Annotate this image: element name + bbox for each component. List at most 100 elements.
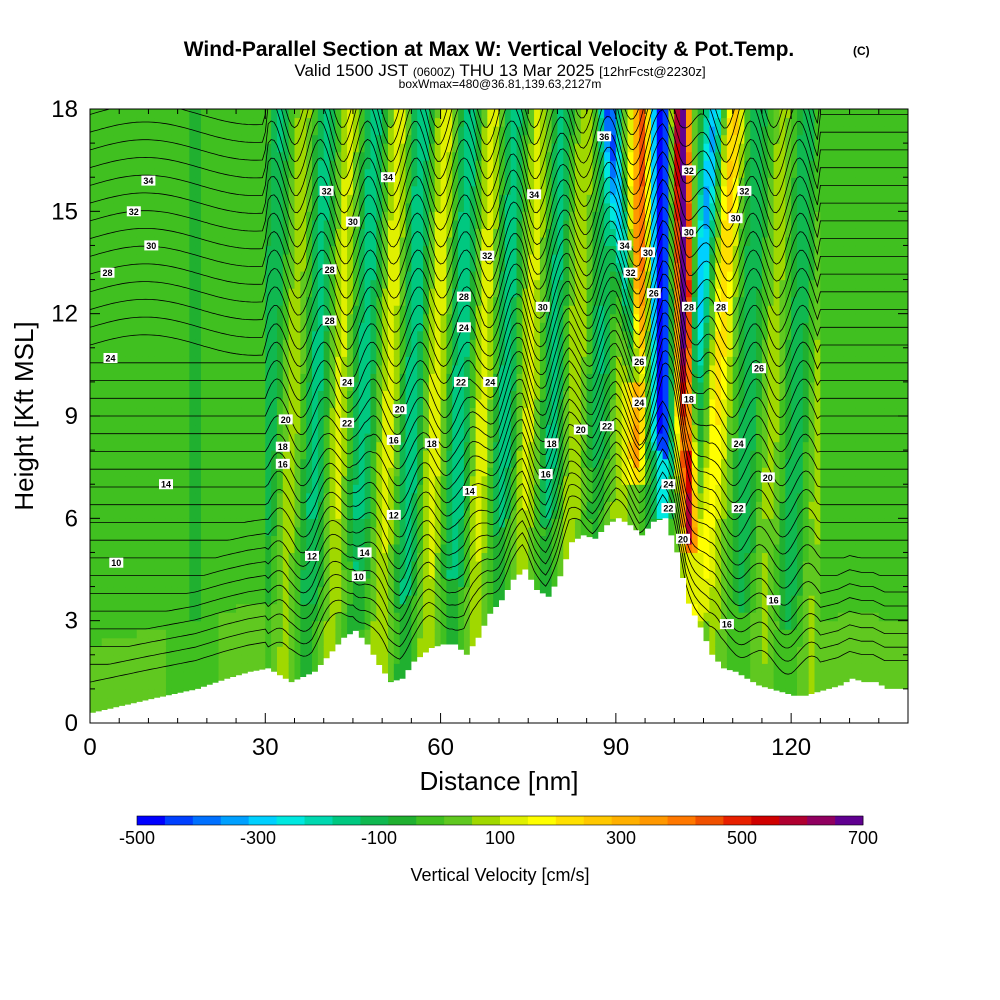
velocity-cell xyxy=(236,467,243,477)
velocity-cell xyxy=(463,134,471,144)
velocity-cell xyxy=(183,450,190,460)
velocity-cell xyxy=(417,416,424,426)
velocity-cell xyxy=(300,475,307,485)
velocity-cell xyxy=(165,305,173,315)
velocity-cell xyxy=(417,126,424,136)
velocity-cell xyxy=(247,578,255,588)
velocity-cell xyxy=(382,526,389,536)
velocity-cell xyxy=(119,134,126,144)
velocity-cell xyxy=(136,236,144,247)
velocity-cell xyxy=(201,347,208,357)
velocity-cell xyxy=(352,364,360,374)
velocity-cell xyxy=(195,245,202,255)
velocity-cell xyxy=(393,279,401,289)
velocity-cell xyxy=(288,262,296,272)
velocity-cell xyxy=(463,467,471,477)
velocity-cell xyxy=(382,228,389,238)
velocity-cell xyxy=(95,671,103,681)
velocity-cell xyxy=(382,185,389,195)
velocity-cell xyxy=(95,245,103,255)
velocity-cell xyxy=(189,109,196,119)
velocity-cell xyxy=(282,305,290,315)
velocity-cell xyxy=(236,416,243,426)
velocity-cell xyxy=(165,424,173,434)
velocity-cell xyxy=(487,168,494,178)
velocity-cell xyxy=(95,168,103,178)
velocity-cell xyxy=(411,194,418,204)
velocity-cell xyxy=(224,663,231,673)
velocity-cell xyxy=(247,629,255,639)
velocity-cell xyxy=(113,637,120,647)
velocity-cell xyxy=(154,211,161,221)
velocity-cell xyxy=(230,569,237,579)
velocity-cell xyxy=(434,569,442,579)
velocity-cell xyxy=(428,313,436,323)
velocity-cell xyxy=(428,560,436,571)
velocity-cell xyxy=(306,398,313,409)
velocity-cell xyxy=(265,612,272,622)
velocity-cell xyxy=(370,305,377,315)
velocity-cell xyxy=(306,262,313,272)
velocity-cell xyxy=(358,450,366,460)
velocity-cell xyxy=(130,151,138,161)
velocity-cell xyxy=(236,509,243,519)
velocity-cell xyxy=(177,552,185,562)
velocity-cell xyxy=(405,603,412,613)
velocity-cell xyxy=(323,484,331,494)
velocity-cell xyxy=(195,381,202,392)
velocity-cell xyxy=(288,143,296,153)
velocity-cell xyxy=(335,194,342,204)
velocity-cell xyxy=(224,288,231,298)
velocity-cell xyxy=(329,305,336,315)
velocity-cell xyxy=(370,364,377,374)
velocity-cell xyxy=(411,143,418,153)
velocity-cell xyxy=(171,501,179,511)
velocity-cell xyxy=(125,697,132,707)
velocity-cell xyxy=(125,262,132,272)
velocity-cell xyxy=(125,245,132,255)
velocity-cell xyxy=(113,450,120,460)
velocity-cell xyxy=(212,612,220,622)
velocity-cell xyxy=(95,339,103,349)
velocity-cell xyxy=(364,364,372,374)
velocity-cell xyxy=(165,364,173,374)
velocity-cell xyxy=(101,671,109,681)
velocity-cell xyxy=(142,484,150,494)
velocity-cell xyxy=(335,484,342,494)
velocity-cell xyxy=(358,262,366,272)
velocity-cell xyxy=(154,612,161,622)
velocity-cell xyxy=(446,569,453,579)
velocity-cell xyxy=(160,586,167,596)
velocity-cell xyxy=(317,407,325,417)
velocity-cell xyxy=(405,168,412,178)
velocity-cell xyxy=(440,279,448,289)
velocity-cell xyxy=(107,492,114,502)
velocity-cell xyxy=(440,501,448,511)
velocity-cell xyxy=(452,433,459,443)
velocity-cell xyxy=(364,390,372,400)
velocity-cell xyxy=(136,671,144,681)
velocity-cell xyxy=(323,364,331,374)
velocity-cell xyxy=(428,160,436,170)
velocity-cell xyxy=(230,492,237,502)
velocity-cell xyxy=(107,160,114,170)
velocity-cell xyxy=(130,467,138,477)
velocity-cell xyxy=(142,305,150,315)
velocity-cell xyxy=(218,364,225,374)
velocity-cell xyxy=(107,441,114,451)
velocity-cell xyxy=(423,202,430,212)
velocity-cell xyxy=(130,526,138,536)
velocity-cell xyxy=(218,117,225,127)
velocity-cell xyxy=(195,253,202,264)
velocity-cell xyxy=(288,322,296,332)
velocity-cell xyxy=(352,398,360,409)
velocity-cell xyxy=(452,356,459,366)
velocity-cell xyxy=(276,211,284,221)
velocity-cell xyxy=(306,543,313,554)
velocity-cell xyxy=(247,458,255,468)
velocity-cell xyxy=(130,390,138,400)
velocity-cell xyxy=(107,578,114,588)
velocity-cell xyxy=(236,637,243,647)
velocity-cell xyxy=(341,330,348,340)
velocity-cell xyxy=(130,160,138,170)
